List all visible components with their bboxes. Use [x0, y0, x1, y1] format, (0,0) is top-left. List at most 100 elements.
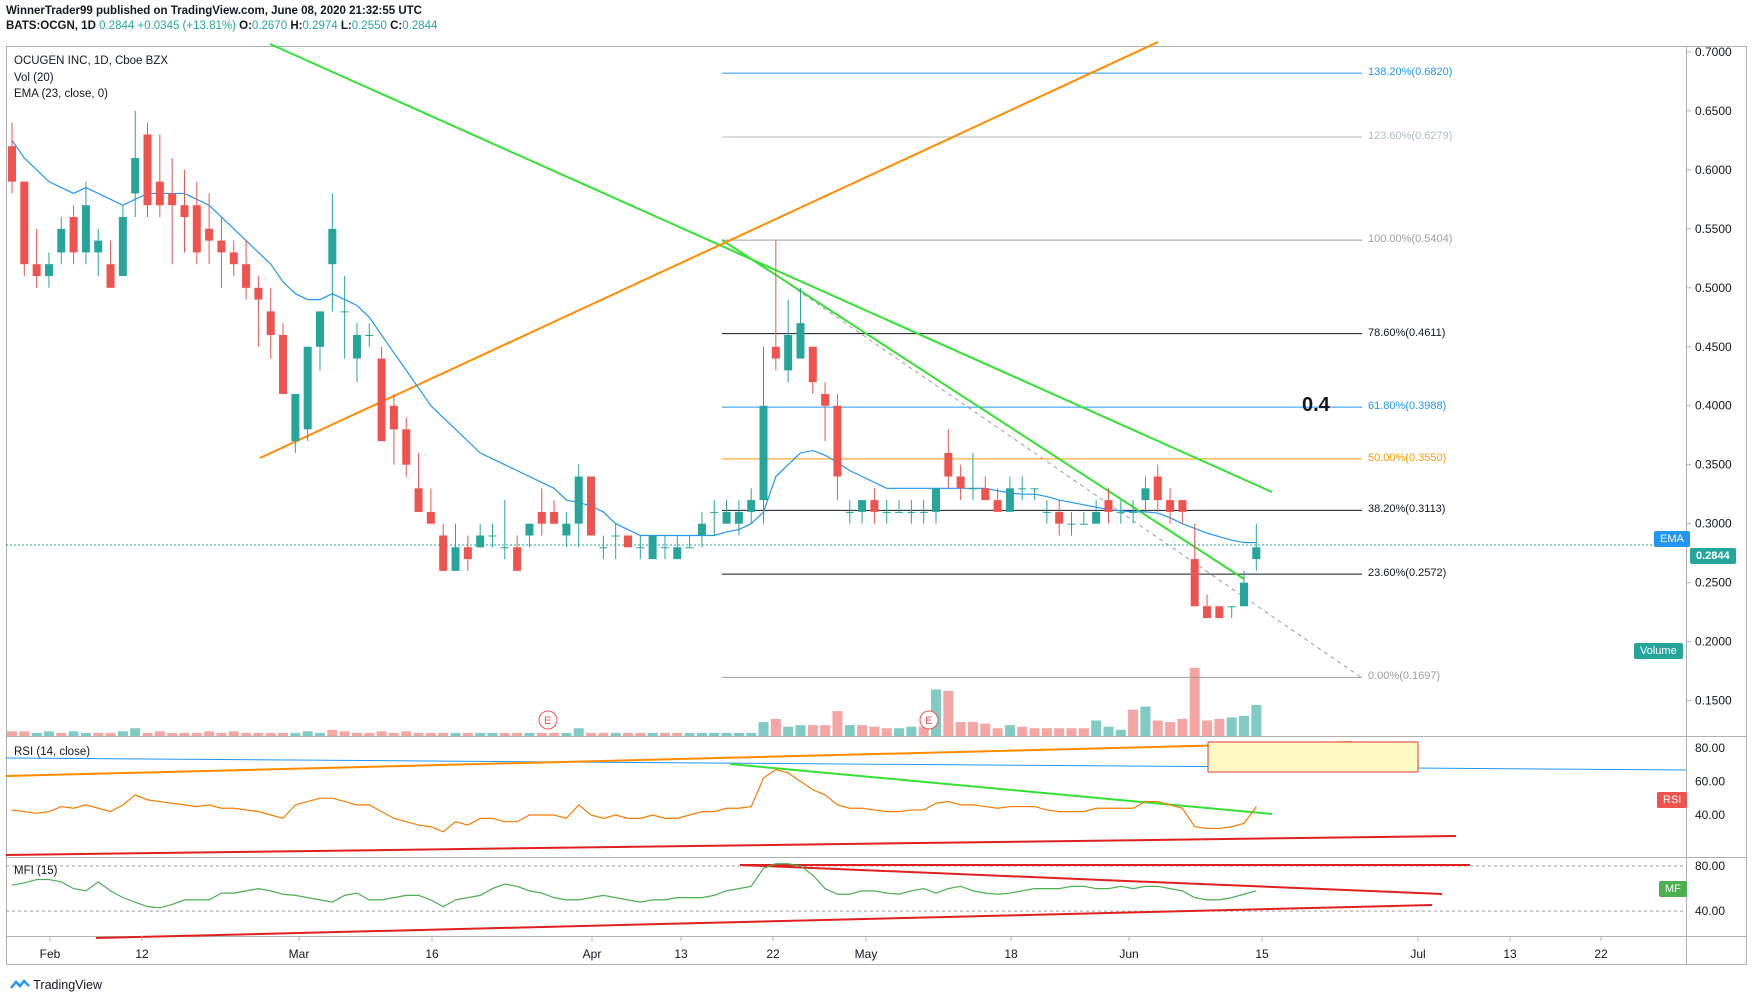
volume-bar: [992, 728, 1003, 736]
candle-body: [463, 547, 472, 560]
volume-bar: [943, 691, 954, 736]
mf-tag: MF: [1659, 881, 1687, 897]
candle-body: [833, 405, 842, 477]
rsi-tick-label: 40.00: [1695, 808, 1725, 822]
time-tick-label: 16: [425, 947, 439, 961]
volume-bar: [807, 725, 818, 736]
candle-body: [1203, 606, 1212, 619]
volume-bar: [290, 732, 301, 736]
volume-bar: [167, 732, 178, 736]
tradingview-logo[interactable]: TradingView: [10, 978, 102, 992]
candle-body: [587, 476, 596, 536]
candle-body: [882, 511, 891, 513]
volume-bar: [1128, 709, 1139, 736]
volume-bar: [265, 732, 276, 736]
candle-body: [1030, 488, 1039, 490]
chart-border: [6, 46, 1747, 965]
candle-body: [118, 217, 127, 276]
candle-body: [1190, 559, 1199, 607]
volume-bar: [302, 731, 313, 736]
candle-body: [1055, 511, 1064, 524]
rsi-tick-label: 80.00: [1695, 741, 1725, 755]
candle-body: [69, 217, 78, 253]
candle-body: [525, 523, 534, 536]
fib-level-label: 0.00%(0.1697): [1368, 670, 1441, 683]
volume-bar: [1226, 717, 1237, 736]
volume-bar: [844, 725, 855, 736]
candle-body: [932, 488, 940, 512]
candle-body: [32, 264, 41, 276]
legend-title: OCUGEN INC, 1D, Cboe BZX: [14, 55, 169, 67]
candle-body: [229, 252, 238, 265]
mfi-red-trendline-upper: [739, 864, 1443, 895]
candle-body: [81, 205, 90, 253]
candle-body: [574, 476, 583, 524]
candle-body: [1116, 511, 1125, 513]
volume-bar: [659, 732, 670, 736]
candle-body: [562, 523, 571, 536]
candle-body: [1092, 511, 1101, 524]
candle-body: [476, 535, 485, 548]
legend-ema: EMA (23, close, 0): [14, 88, 108, 100]
candle-body: [20, 181, 29, 265]
volume-bar: [783, 726, 794, 736]
volume-bar: [1054, 728, 1065, 736]
fib-trend-dashed: [789, 284, 1363, 679]
volume-bar: [1041, 728, 1052, 736]
ohlc-open: 0.2670: [251, 20, 288, 32]
last-price-tag: 0.2844: [1690, 548, 1736, 564]
candle-body: [808, 346, 817, 383]
earnings-marker-icon: [538, 710, 558, 730]
candle-body: [439, 535, 448, 571]
candle-body: [266, 311, 275, 335]
volume-bar: [1004, 725, 1015, 736]
ohlc-high: 0.2974: [302, 20, 338, 32]
candle-body: [624, 535, 632, 548]
volume-bar: [524, 732, 535, 736]
mfi-red-trendline-lower: [95, 904, 1433, 939]
candle-body: [94, 240, 103, 253]
candle-body: [328, 228, 337, 265]
volume-bar: [339, 731, 350, 736]
volume-bar: [327, 729, 338, 736]
volume-bar: [623, 732, 633, 736]
candle-body: [722, 511, 731, 524]
volume-bar: [770, 718, 781, 736]
volume-bar: [142, 732, 153, 736]
fib-level-label: 138.20%(0.6820): [1368, 66, 1453, 79]
volume-bar: [1066, 728, 1077, 736]
candle-body: [1240, 582, 1248, 607]
candle-body: [414, 488, 423, 512]
candle-body: [845, 511, 854, 513]
volume-bar: [881, 728, 892, 736]
volume-bar: [43, 731, 54, 736]
candle-body: [513, 547, 522, 571]
volume-bar: [499, 732, 510, 736]
candle-body: [402, 429, 411, 465]
time-tick-label: Jun: [1119, 947, 1138, 961]
candle-body: [944, 452, 953, 477]
symbol-name: BATS:OCGN, 1D: [6, 20, 96, 32]
volume-bar: [1165, 722, 1176, 736]
mfi-tick-label: 80.00: [1695, 859, 1725, 873]
candle-body: [870, 500, 879, 512]
fib-level-label: 50.00%(0.3550): [1368, 451, 1447, 464]
candle-body: [1166, 500, 1175, 512]
volume-bar: [117, 731, 128, 736]
volume-bar: [536, 732, 547, 736]
price-tick-label: 0.2500: [1695, 576, 1732, 590]
ema-tag: EMA: [1654, 531, 1690, 547]
symbol-price: 0.2844: [99, 20, 135, 32]
fib-level-label: 61.80%(0.3988): [1368, 400, 1447, 413]
volume-bar: [425, 732, 436, 736]
fib-level-label: 78.60%(0.4611): [1368, 326, 1446, 339]
candle-body: [648, 535, 657, 560]
candle-body: [1227, 606, 1236, 608]
volume-bar: [401, 731, 412, 736]
time-tick-label: 22: [1594, 947, 1608, 961]
volume-bar: [561, 732, 572, 736]
volume-bar: [820, 725, 831, 736]
volume-bar: [1103, 726, 1114, 736]
time-tick-label: Feb: [40, 947, 61, 961]
